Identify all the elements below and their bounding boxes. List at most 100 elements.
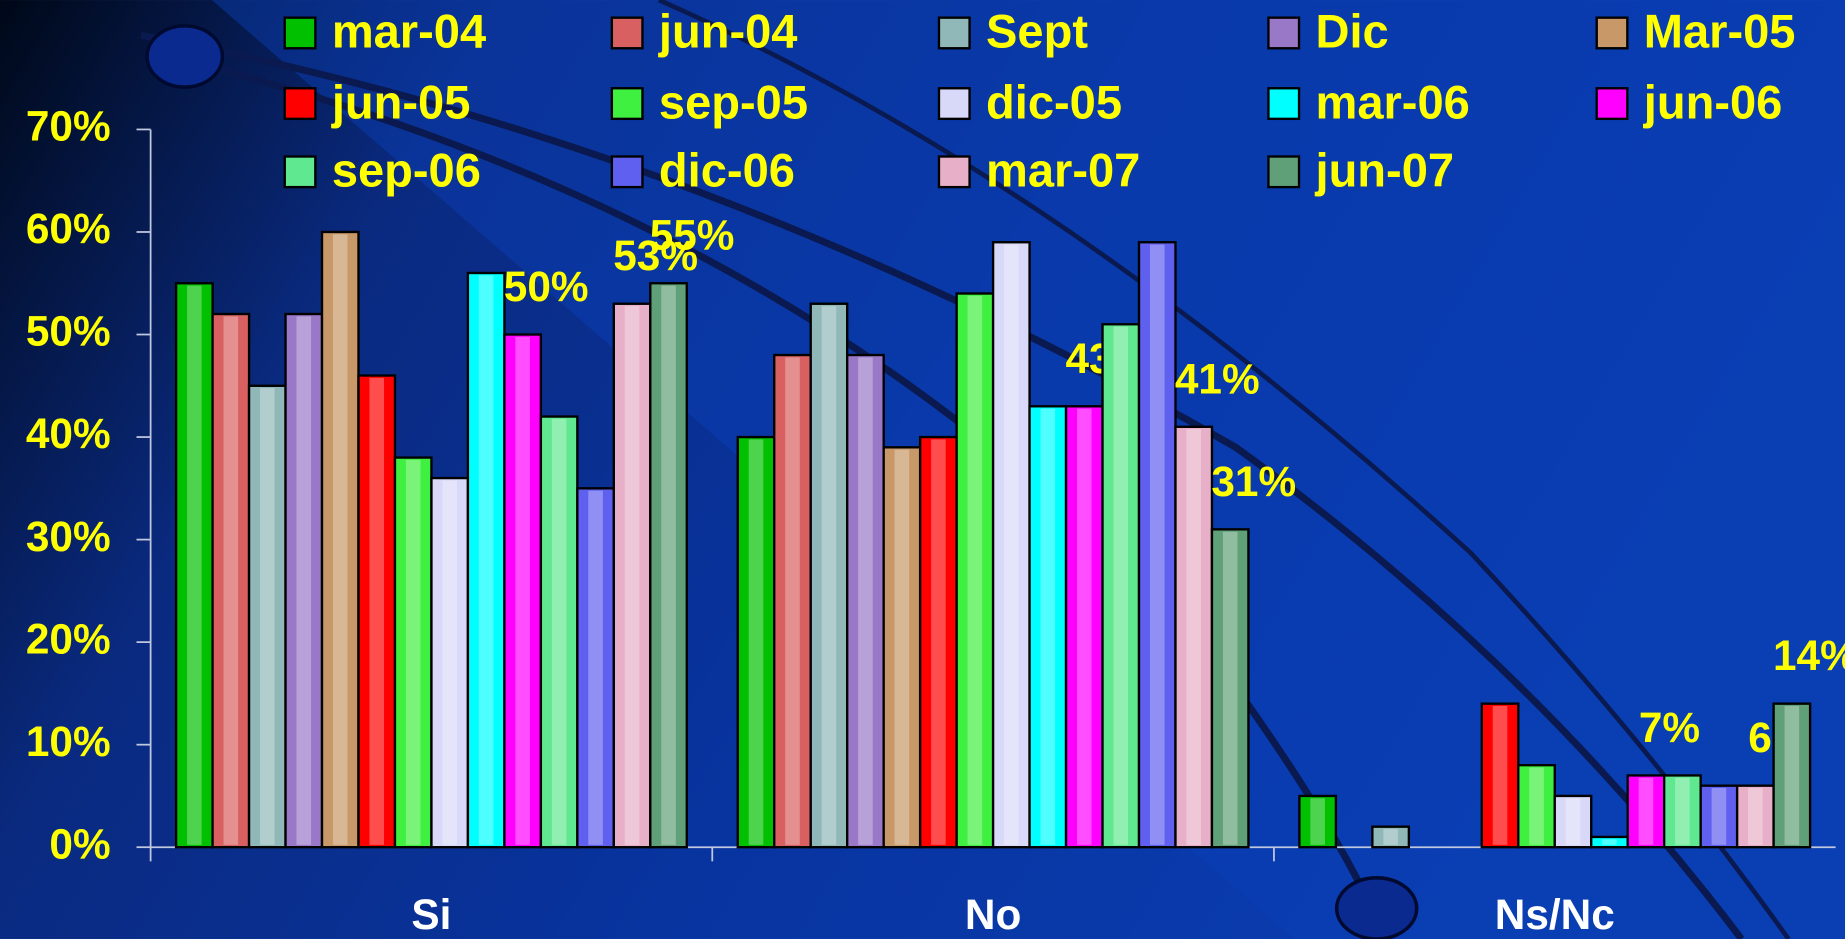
x-tick-label: No (965, 891, 1021, 938)
bar (576, 487, 615, 849)
bar (846, 353, 885, 849)
y-tick-label: 70% (26, 103, 111, 150)
legend-label: mar-04 (332, 5, 486, 58)
legend-label: jun-04 (658, 5, 798, 58)
bar (1772, 702, 1812, 849)
data-label: 55% (650, 212, 735, 259)
data-label: 50% (504, 263, 589, 310)
bar-shine (1529, 767, 1544, 845)
bar-shine (821, 306, 837, 845)
y-tick-label: 40% (26, 410, 111, 457)
bar-shine (187, 285, 202, 845)
data-label: 14% (1773, 632, 1845, 679)
bar-shine (369, 377, 385, 845)
legend-swatch (937, 16, 971, 50)
bar-shine (1310, 798, 1325, 845)
bar-shine (1186, 429, 1202, 845)
bar-shine (661, 285, 676, 845)
y-tick-label: 60% (26, 205, 111, 252)
legend-swatch (1267, 155, 1301, 189)
legend-swatch (1595, 87, 1629, 121)
bar-shine (624, 306, 640, 845)
bar (612, 302, 652, 849)
bar (357, 374, 397, 849)
bar-shine (1565, 798, 1581, 845)
bar-shine (1784, 706, 1800, 845)
bar-shine (1040, 408, 1056, 845)
legend-label: Mar-05 (1644, 5, 1796, 58)
bar (1371, 825, 1411, 849)
bar (503, 333, 543, 849)
legend-swatch (610, 16, 644, 50)
bar-shine (478, 275, 494, 845)
y-tick-label: 0% (49, 820, 110, 867)
legend-swatch (283, 16, 317, 50)
bar-shine (442, 480, 457, 845)
bar (247, 384, 287, 849)
bar-shine (931, 439, 946, 845)
y-tick-label: 20% (26, 615, 111, 662)
bar (466, 271, 506, 849)
bar-shine (785, 357, 800, 845)
bar (918, 435, 958, 849)
bar-shine (332, 234, 348, 845)
bar (1137, 241, 1177, 849)
data-label: 41% (1175, 355, 1260, 402)
data-label: 31% (1211, 458, 1296, 505)
bar-shine (1711, 788, 1727, 845)
bar (736, 435, 776, 849)
bar (1028, 405, 1068, 849)
legend-label: sep-06 (332, 144, 481, 197)
bar (1735, 784, 1775, 849)
legend-label: Sept (986, 5, 1088, 58)
bar (1101, 323, 1141, 849)
bar-shine (1638, 777, 1654, 845)
bar (649, 282, 688, 849)
legend-swatch (283, 155, 317, 189)
bar-shine (1113, 326, 1129, 845)
bar-shine (1602, 839, 1617, 845)
bar-shine (1675, 777, 1690, 845)
bar-shine (1076, 408, 1092, 845)
decor-dot (1334, 876, 1419, 941)
bar-shine (894, 449, 910, 845)
legend-swatch (1267, 16, 1301, 50)
bar-shine (1383, 829, 1398, 845)
bar (955, 292, 995, 849)
y-tick-label: 10% (26, 718, 111, 765)
bar-shine (858, 357, 873, 845)
bar-shine (1222, 531, 1238, 845)
y-tick-label: 30% (26, 513, 111, 560)
y-tick-label: 50% (26, 308, 111, 355)
bar-shine (1004, 244, 1019, 845)
bar-shine (1492, 706, 1508, 845)
bar-shine (405, 459, 421, 845)
bar (1517, 764, 1556, 849)
legend-label: sep-05 (659, 75, 808, 128)
legend-swatch (937, 155, 971, 189)
legend-label: Dic (1316, 5, 1389, 58)
bar-shine (551, 418, 567, 845)
legend-label: dic-06 (659, 144, 795, 197)
bar-shine (1149, 244, 1165, 845)
legend-label: jun-07 (1315, 144, 1455, 197)
legend-swatch (1595, 16, 1629, 50)
legend-swatch (283, 87, 317, 121)
bar-shine (223, 316, 239, 845)
bar (320, 230, 360, 849)
legend-swatch (610, 155, 644, 189)
bar-shine (588, 490, 603, 845)
legend-label: mar-06 (1316, 75, 1470, 128)
bar-shine (260, 388, 275, 845)
legend-swatch (610, 87, 644, 121)
bar (809, 302, 849, 849)
bar (284, 312, 324, 849)
legend-label: jun-05 (331, 75, 471, 128)
bar (211, 312, 251, 849)
bar (174, 282, 214, 849)
bar (1064, 405, 1104, 849)
legend-swatch (1267, 87, 1301, 121)
bar-shine (967, 295, 983, 845)
